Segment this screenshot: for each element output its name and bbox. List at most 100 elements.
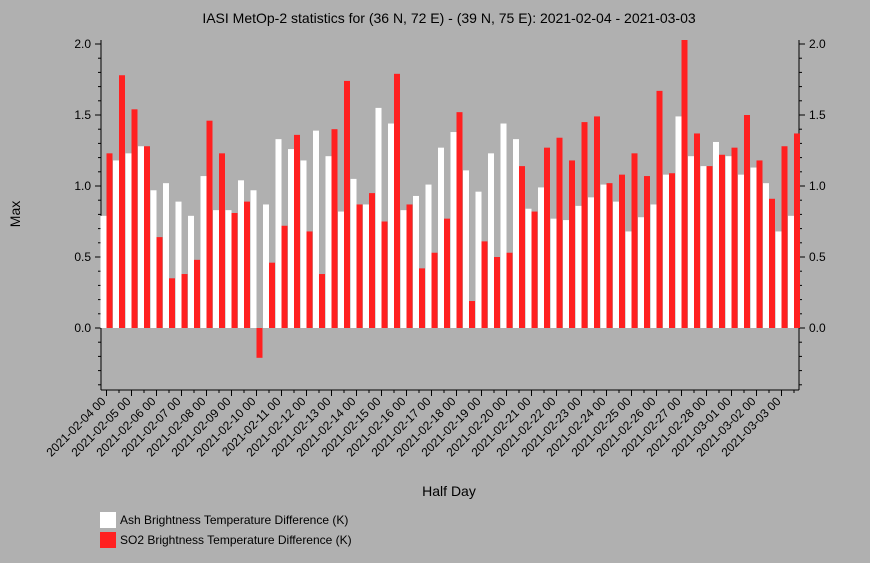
plot-area: 0.0 0.00.5 0.51.0 1.01.5 1.52.0 2.02021-02-04… [44,37,826,459]
so2-bar [231,212,238,328]
ash-bar [775,231,782,328]
so2-bar [306,231,313,328]
ash-bar [125,153,132,328]
ash-bar [450,132,457,328]
so2-bar [356,204,363,328]
ash-bar [563,220,569,328]
so2-bar [544,147,550,328]
ash-bar [138,146,144,328]
ash-bar [288,149,294,328]
so2-bar [319,274,325,328]
so2-bar [131,109,138,328]
so2-bar [194,259,200,328]
y-tick-label-left: 1.5 [74,108,91,122]
ash-bar [488,153,494,328]
ash-bar [638,217,644,328]
y-tick-label-right: 0.0 [809,321,826,335]
ash-bar [538,187,544,328]
so2-bar [481,241,488,328]
ash-bar [238,180,244,328]
so2-bar [719,154,725,328]
ash-bar [163,183,169,328]
ash-bar [300,160,307,328]
ash-bar [263,204,269,328]
ash-bar [325,156,332,328]
so2-bar [506,252,513,328]
ash-bar [688,156,694,328]
so2-bar [431,252,438,328]
so2-bar [269,262,275,328]
ash-bar [750,167,757,328]
legend: Ash Brightness Temperature Difference (K… [100,512,352,548]
ash-bar [313,130,319,328]
ash-bar [500,123,507,329]
ash-bar [225,210,232,328]
so2-bar [781,146,788,328]
y-tick-label-right: 1.5 [809,108,826,122]
ash-bar [625,231,632,328]
so2-bar [594,116,600,328]
so2-bar [644,176,650,328]
so2-bar [406,204,413,328]
so2-bar [619,174,625,328]
so2-bar [631,153,638,328]
so2-bar [181,274,188,328]
so2-bar [581,122,588,328]
so2-bar [106,153,113,328]
ash-bar [250,190,257,328]
ash-bar [663,174,669,328]
x-axis-label: Half Day [422,483,476,499]
ash-bar [350,178,357,328]
legend-label: SO2 Brightness Temperature Difference (K… [120,533,352,547]
y-tick-label-left: 0.5 [74,250,91,264]
ash-bar [113,160,119,328]
so2-bar [606,183,613,328]
so2-bar [156,237,163,328]
ash-bar [763,183,769,328]
ash-bar [550,218,557,328]
y-axis-label: Max [7,201,23,227]
ash-bar [388,123,394,329]
so2-bar [206,120,213,329]
so2-bar [456,112,463,328]
so2-bar [469,301,475,328]
ash-bar [100,215,107,328]
ash-bar [613,201,619,328]
so2-bar [419,268,425,328]
chart-title: IASI MetOp-2 statistics for (36 N, 72 E)… [202,10,696,26]
y-tick-label-right: 1.0 [809,179,826,193]
so2-bar [769,198,775,328]
y-tick-label-left: 0.0 [74,321,91,335]
so2-bar [381,221,388,328]
legend-label: Ash Brightness Temperature Difference (K… [120,513,348,527]
y-tick-label-left: 2.0 [74,37,91,51]
ash-bar [338,211,344,328]
so2-bar [794,133,800,328]
so2-bar [556,137,563,328]
ash-bar [175,201,182,328]
ash-bar [525,208,532,328]
so2-bar [694,133,700,328]
so2-bar [669,173,675,328]
so2-bar [569,160,575,328]
so2-bar [681,40,688,328]
so2-bar [344,80,350,328]
ash-bar [275,139,282,328]
ash-bar [725,156,732,328]
so2-bar [331,129,338,328]
y-tick-label-right: 2.0 [809,37,826,51]
ash-bar [438,147,444,328]
so2-bar [281,225,288,328]
ash-bar [413,195,419,328]
so2-bar [256,328,263,358]
so2-bar [756,160,763,328]
so2-bar [656,90,663,328]
so2-bar [731,147,738,328]
so2-bar [369,193,375,328]
so2-bar [119,75,125,329]
ash-bar [575,205,582,328]
so2-bar [219,153,225,328]
so2-bar [494,257,500,328]
y-tick-label-right: 0.5 [809,250,826,264]
